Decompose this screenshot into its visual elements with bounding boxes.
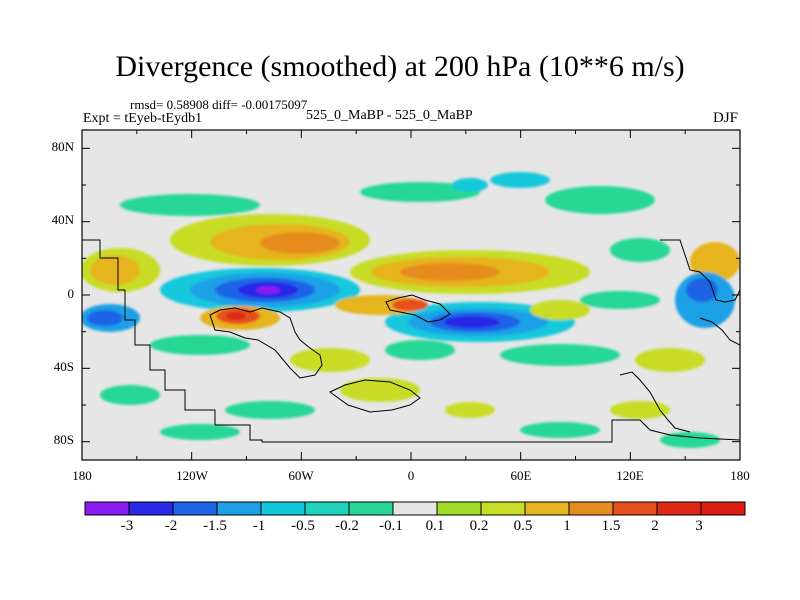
field-blob [260, 232, 340, 254]
colorbar-swatch [392, 501, 438, 516]
lon-label-180e: 180 [730, 468, 750, 483]
field-blob [160, 424, 240, 440]
field-blob [530, 300, 590, 320]
map-title: Divergence (smoothed) at 200 hPa (10**6 … [115, 50, 685, 83]
colorbar-swatch [700, 501, 746, 516]
coastline-antarctic-outline [262, 419, 740, 443]
coastline-south-america [209, 307, 323, 379]
field-blob [444, 316, 500, 328]
colorbar-label: -0.2 [335, 518, 359, 534]
colorbar-label: 0.5 [513, 518, 533, 534]
colorbar-swatch [612, 501, 658, 516]
colorbar-label: -1.5 [203, 518, 227, 534]
field-blob [90, 255, 140, 285]
lon-label-0: 0 [407, 468, 415, 483]
field-blob [545, 186, 655, 214]
lat-label-40s: 40S [53, 359, 74, 374]
field-blob [445, 402, 495, 418]
field-blob [690, 242, 740, 282]
colorbar-label: 1.5 [601, 518, 621, 534]
experiment-label: Expt = tEyeb-tEydb1 [83, 111, 203, 126]
lon-label-60e: 60E [510, 468, 532, 483]
divergence-field [82, 172, 740, 448]
field-blob [580, 291, 660, 309]
field-blob [392, 299, 428, 311]
field-blob [120, 194, 260, 216]
colorbar-label: 2 [651, 518, 659, 534]
colorbar-swatch [436, 501, 482, 516]
field-blob [385, 340, 455, 360]
colorbar-swatch [656, 501, 702, 516]
colorbar-label: -0.1 [379, 518, 403, 534]
colorbar-swatch [480, 501, 526, 516]
colorbar-swatch [304, 501, 350, 516]
coastline-africa [385, 294, 451, 323]
field-blob [150, 335, 250, 355]
coastline-southeast [619, 371, 691, 433]
colorbar-label: 3 [695, 518, 703, 534]
lon-label-120e: 120E [616, 468, 644, 483]
colorbar-swatch [348, 501, 394, 516]
lon-label-60w: 60W [288, 468, 314, 483]
experiment-id: 525_0_MaBP - 525_0_MaBP [306, 108, 473, 123]
field-blob [610, 401, 670, 419]
field-blob [610, 238, 670, 262]
field-blob [500, 344, 620, 366]
lon-label-180w: 180 [72, 468, 92, 483]
colorbar-swatch [172, 501, 218, 516]
colorbar-swatch [128, 501, 174, 516]
axis-ticks [81, 130, 741, 460]
colorbar-label: -1 [252, 518, 266, 534]
field-blob [490, 172, 550, 188]
colorbar-swatch [260, 501, 306, 516]
colorbar-label: -0.5 [291, 518, 315, 534]
colorbar-label: 0.1 [425, 518, 445, 534]
colorbar-swatch [568, 501, 614, 516]
coastline-australia-like [660, 236, 740, 303]
coastline-east-edge [699, 317, 740, 346]
field-blob [100, 385, 160, 405]
field-blob [226, 312, 246, 320]
field-blob [520, 422, 600, 438]
field-blob [360, 182, 480, 202]
field-blob [635, 348, 705, 372]
field-blob [256, 286, 280, 294]
field-blob [340, 378, 420, 402]
lat-label-80s: 80S [53, 432, 74, 447]
coastline-island-loop [329, 379, 421, 413]
field-blob [290, 348, 370, 372]
field-blob [225, 401, 315, 419]
field-blob [686, 278, 718, 302]
field-blob [87, 310, 123, 326]
lon-label-120w: 120W [176, 468, 208, 483]
lat-label-40n: 40N [51, 212, 74, 227]
coastline-americas-west [82, 239, 263, 442]
colorbar-swatch [216, 501, 262, 516]
colorbar-label: 0.2 [469, 518, 489, 534]
lat-label-80n: 80N [51, 139, 74, 154]
lat-label-equator: 0 [67, 286, 75, 301]
colorbar-label: -2 [164, 518, 178, 534]
field-blob [400, 263, 500, 281]
field-blob [452, 178, 488, 192]
colorbar-swatch [84, 501, 130, 516]
colorbar-label: 1 [563, 518, 571, 534]
stats-line: rmsd= 0.58908 diff= -0.00175097 [130, 97, 308, 112]
colorbar-swatch [524, 501, 570, 516]
colorbar [84, 501, 746, 516]
coastlines [82, 236, 740, 443]
season-label: DJF [713, 110, 739, 126]
colorbar-label: -3 [120, 518, 134, 534]
